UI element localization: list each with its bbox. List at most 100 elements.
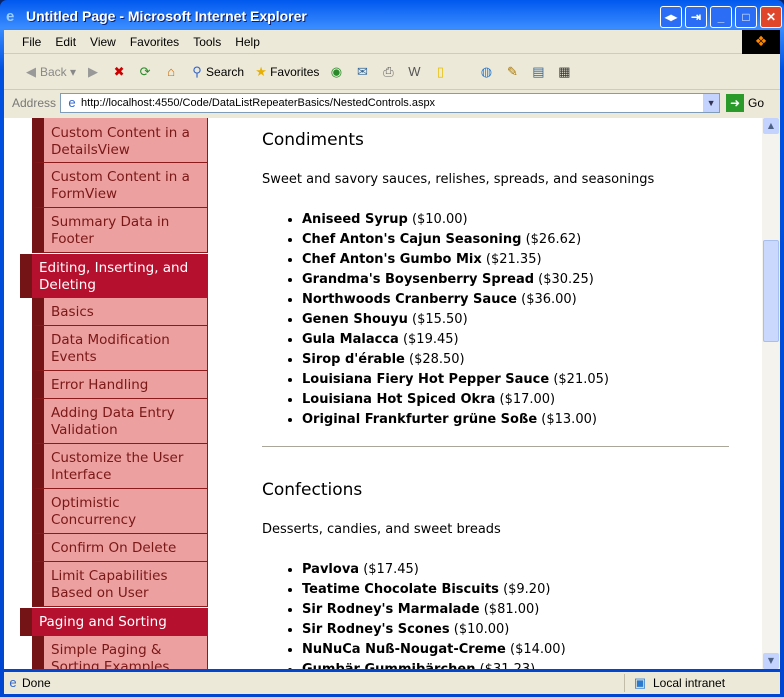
back-forward-icon[interactable]: ◂▸ [660,6,682,28]
address-label: Address [12,96,57,110]
menu-help[interactable]: Help [235,34,260,49]
search-icon: ⚲ [192,63,202,79]
product-name: NuNuCa Nuß-Nougat-Creme [302,642,506,657]
product-price: ($26.62) [525,232,582,247]
scroll-up-icon[interactable]: ▲ [763,118,779,134]
note-icon[interactable]: ▯ [436,63,445,79]
product-item: Teatime Chocolate Biscuits ($9.20) [302,580,566,600]
sidebar-item[interactable]: Optimistic Concurrency [32,489,208,534]
category-title: Confections [262,480,363,500]
sidebar-item[interactable]: Summary Data in Footer [32,208,208,253]
product-item: Grandma's Boysenberry Spread ($30.25) [302,270,609,290]
category-divider [262,446,729,447]
back-arrow-icon: ◀ [26,63,36,79]
product-item: Gumbär Gummibärchen ($31.23) [302,660,566,669]
menu-file[interactable]: File [22,34,42,49]
toolbar: ◀ Back ▾ ▶ ✖ ⟳ ⌂ ⚲ Search ★ Favorites ◉ ✉ ⎙… [4,54,780,90]
product-price: ($36.00) [521,292,577,307]
sidebar-heading[interactable]: Paging and Sorting [20,608,208,636]
close-button[interactable]: ✕ [760,6,782,28]
intranet-icon: ▣ [633,675,647,690]
address-dropdown-icon[interactable]: ▼ [703,94,720,112]
product-name: Sir Rodney's Marmalade [302,602,480,617]
product-name: Sirop d'érable [302,352,405,367]
home-icon[interactable]: ⌂ [167,63,175,79]
maximize-button[interactable]: □ [735,6,757,28]
product-name: Northwoods Cranberry Sauce [302,292,517,307]
favorites-button[interactable]: ★ Favorites [252,63,319,81]
back-button[interactable]: ◀ Back ▾ [22,63,76,81]
sidebar-item[interactable]: Customize the User Interface [32,444,208,489]
product-name: Louisiana Hot Spiced Okra [302,392,496,407]
globe-icon[interactable]: ◍ [480,63,493,79]
status-bar: e Done ▣ Local intranet [4,672,780,694]
product-name: Louisiana Fiery Hot Pepper Sauce [302,372,550,387]
product-name: Sir Rodney's Scones [302,622,450,637]
product-item: Pavlova ($17.45) [302,560,566,580]
window-title: Untitled Page - Microsoft Internet Explo… [26,8,307,24]
product-item: Chef Anton's Gumbo Mix ($21.35) [302,250,609,270]
product-price: ($15.50) [412,312,468,327]
product-item: Northwoods Cranberry Sauce ($36.00) [302,290,609,310]
sidebar-item[interactable]: Confirm On Delete [32,534,208,562]
star-icon: ★ [255,63,267,79]
edit-word-icon[interactable]: W [408,63,421,79]
sidebar-item[interactable]: Adding Data Entry Validation [32,399,208,444]
security-zone: ▣ Local intranet [624,674,725,692]
sidebar-item[interactable]: Custom Content in a FormView [32,163,208,208]
product-price: ($10.00) [411,212,468,227]
product-item: NuNuCa Nuß-Nougat-Creme ($14.00) [302,640,566,660]
product-name: Gumbär Gummibärchen [302,662,475,669]
messenger-icon[interactable]: ▦ [558,63,571,79]
sidebar-item[interactable]: Error Handling [32,371,208,399]
product-item: Sirop d'érable ($28.50) [302,350,609,370]
sidebar-heading[interactable]: Editing, Inserting, and Deleting [20,254,208,298]
product-item: Aniseed Syrup ($10.00) [302,210,609,230]
vertical-scrollbar[interactable]: ▲ ▼ [762,118,780,669]
sidebar-item[interactable]: Simple Paging & Sorting Examples [32,636,208,669]
product-item: Sir Rodney's Marmalade ($81.00) [302,600,566,620]
category-title: Condiments [262,130,364,150]
go-button[interactable]: ➜ Go [726,94,764,112]
page-icon: e [68,95,76,110]
mail-icon[interactable]: ✉ [356,63,368,79]
product-price: ($17.45) [363,562,419,577]
research-icon[interactable]: ▤ [532,63,545,79]
exit-icon[interactable]: ⇥ [685,6,707,28]
print-icon[interactable]: ⎙ [383,63,394,79]
minimize-button[interactable]: _ [710,6,732,28]
product-price: ($31.23) [480,662,536,669]
search-button[interactable]: ⚲ Search [188,63,244,81]
menu-favorites[interactable]: Favorites [129,34,180,49]
product-name: Gula Malacca [302,332,399,347]
product-price: ($30.25) [538,272,594,287]
sidebar-item[interactable]: Data Modification Events [32,326,208,371]
sidebar-item[interactable]: Custom Content in a DetailsView [32,118,208,163]
forward-button[interactable]: ▶ [88,63,99,79]
product-item: Sir Rodney's Scones ($10.00) [302,620,566,640]
product-name: Genen Shouyu [302,312,408,327]
status-text: Done [22,676,51,690]
product-price: ($17.00) [499,392,556,407]
scroll-thumb[interactable] [763,240,779,342]
product-item: Louisiana Hot Spiced Okra ($17.00) [302,390,609,410]
scroll-down-icon[interactable]: ▼ [763,653,779,669]
sidebar-item[interactable]: Limit Capabilities Based on User [32,562,208,607]
product-list: Pavlova ($17.45)Teatime Chocolate Biscui… [302,560,566,669]
ie-icon: e [6,8,15,25]
product-list: Aniseed Syrup ($10.00)Chef Anton's Cajun… [302,210,609,430]
address-url: http://localhost:4550/Code/DataListRepea… [81,97,436,109]
menu-tools[interactable]: Tools [193,34,222,49]
product-item: Chef Anton's Cajun Seasoning ($26.62) [302,230,609,250]
address-input[interactable]: e http://localhost:4550/Code/DataListRep… [60,93,721,113]
refresh-icon[interactable]: ⟳ [139,63,151,79]
product-price: ($10.00) [453,622,510,637]
history-icon[interactable]: ◉ [330,63,343,79]
product-name: Pavlova [302,562,360,577]
stop-icon[interactable]: ✖ [113,63,125,79]
tool-icon[interactable]: ✎ [506,63,518,79]
product-item: Gula Malacca ($19.45) [302,330,609,350]
menu-edit[interactable]: Edit [55,34,77,49]
sidebar-item[interactable]: Basics [32,298,208,326]
menu-view[interactable]: View [90,34,116,49]
